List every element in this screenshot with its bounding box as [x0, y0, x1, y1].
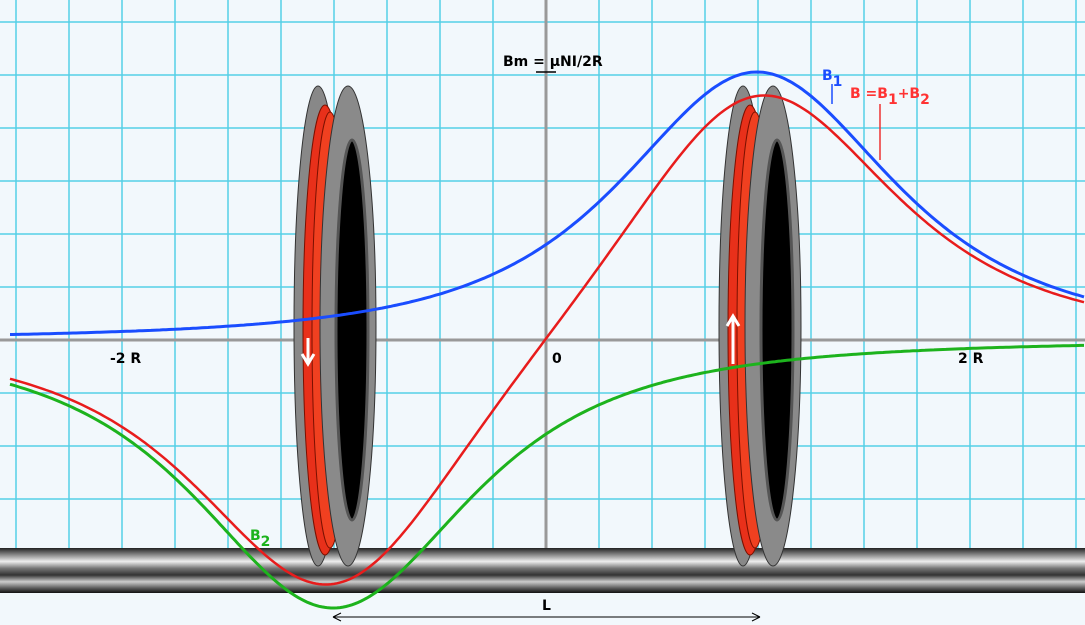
simulation-view: Bm = μNI/2R -2 R 0 2 R B1 B =B1+B2 B2 L [0, 0, 1085, 625]
axis-label: 2 R [958, 351, 984, 367]
label-part: 2 [920, 92, 930, 108]
label-part: B =B [850, 86, 888, 102]
rod [0, 548, 1085, 593]
formula: Bm = μNI/2R [503, 54, 603, 70]
label-part: 2 [261, 534, 271, 550]
label-part: +B [898, 86, 920, 102]
coil-core [336, 140, 368, 520]
coil-core [761, 140, 793, 520]
label-part: 1 [833, 74, 843, 90]
label-part: B [822, 68, 833, 84]
label-part: 1 [888, 92, 898, 108]
label-part: B [250, 528, 261, 544]
distance-label: L [542, 598, 551, 614]
axis-label: 0 [552, 351, 562, 367]
axis-label: -2 R [110, 351, 141, 367]
